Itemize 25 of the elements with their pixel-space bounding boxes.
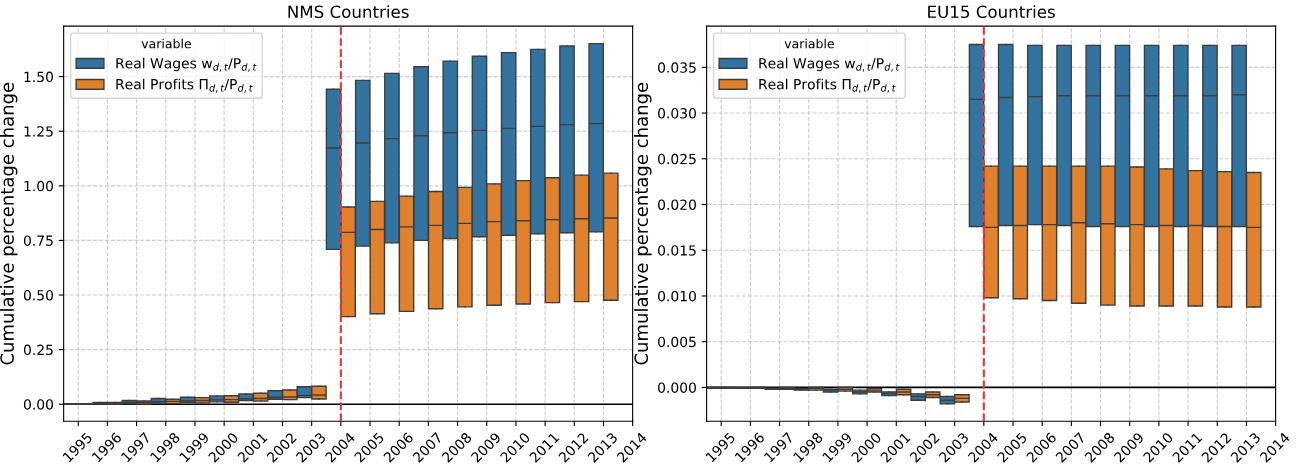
- y-axis-title: Cumulative percentage change: [634, 82, 652, 365]
- y-tick-label: 0.010: [658, 290, 696, 302]
- y-tick-label: 0.015: [658, 245, 696, 256]
- y-tick-label: 0.25: [23, 344, 53, 356]
- y-tick-label: 0.50: [23, 290, 54, 301]
- y-tick-label: 0.020: [658, 199, 696, 210]
- y-tick-label: 0.000: [658, 382, 696, 393]
- y-tick-label: 0.005: [658, 336, 696, 348]
- legend-label: Real Profits Π$_{d,t}$/P$_{d,t}$: [759, 78, 896, 93]
- legend-title: variable: [141, 38, 191, 49]
- y-axis-title: Cumulative percentage change: [0, 82, 18, 365]
- legend-label: Real Wages w$_{d,t}$/P$_{d,t}$: [759, 57, 900, 72]
- y-tick-label: 0.030: [658, 108, 696, 119]
- legend-label: Real Wages w$_{d,t}$/P$_{d,t}$: [116, 57, 257, 72]
- y-tick-label: 1.25: [24, 126, 53, 137]
- chart-title: NMS Countries: [288, 5, 409, 19]
- y-tick-label: 0.75: [23, 235, 53, 246]
- y-tick-label: 0.025: [658, 153, 696, 165]
- legend-label: Real Profits Π$_{d,t}$/P$_{d,t}$: [116, 78, 253, 93]
- legend-title: variable: [784, 38, 834, 49]
- chart-title: EU15 Countries: [928, 5, 1055, 19]
- y-tick-label: 0.035: [658, 62, 696, 73]
- y-tick-label: 1.00: [24, 180, 54, 192]
- y-tick-label: 1.50: [24, 71, 54, 83]
- y-tick-label: 0.00: [23, 399, 54, 410]
